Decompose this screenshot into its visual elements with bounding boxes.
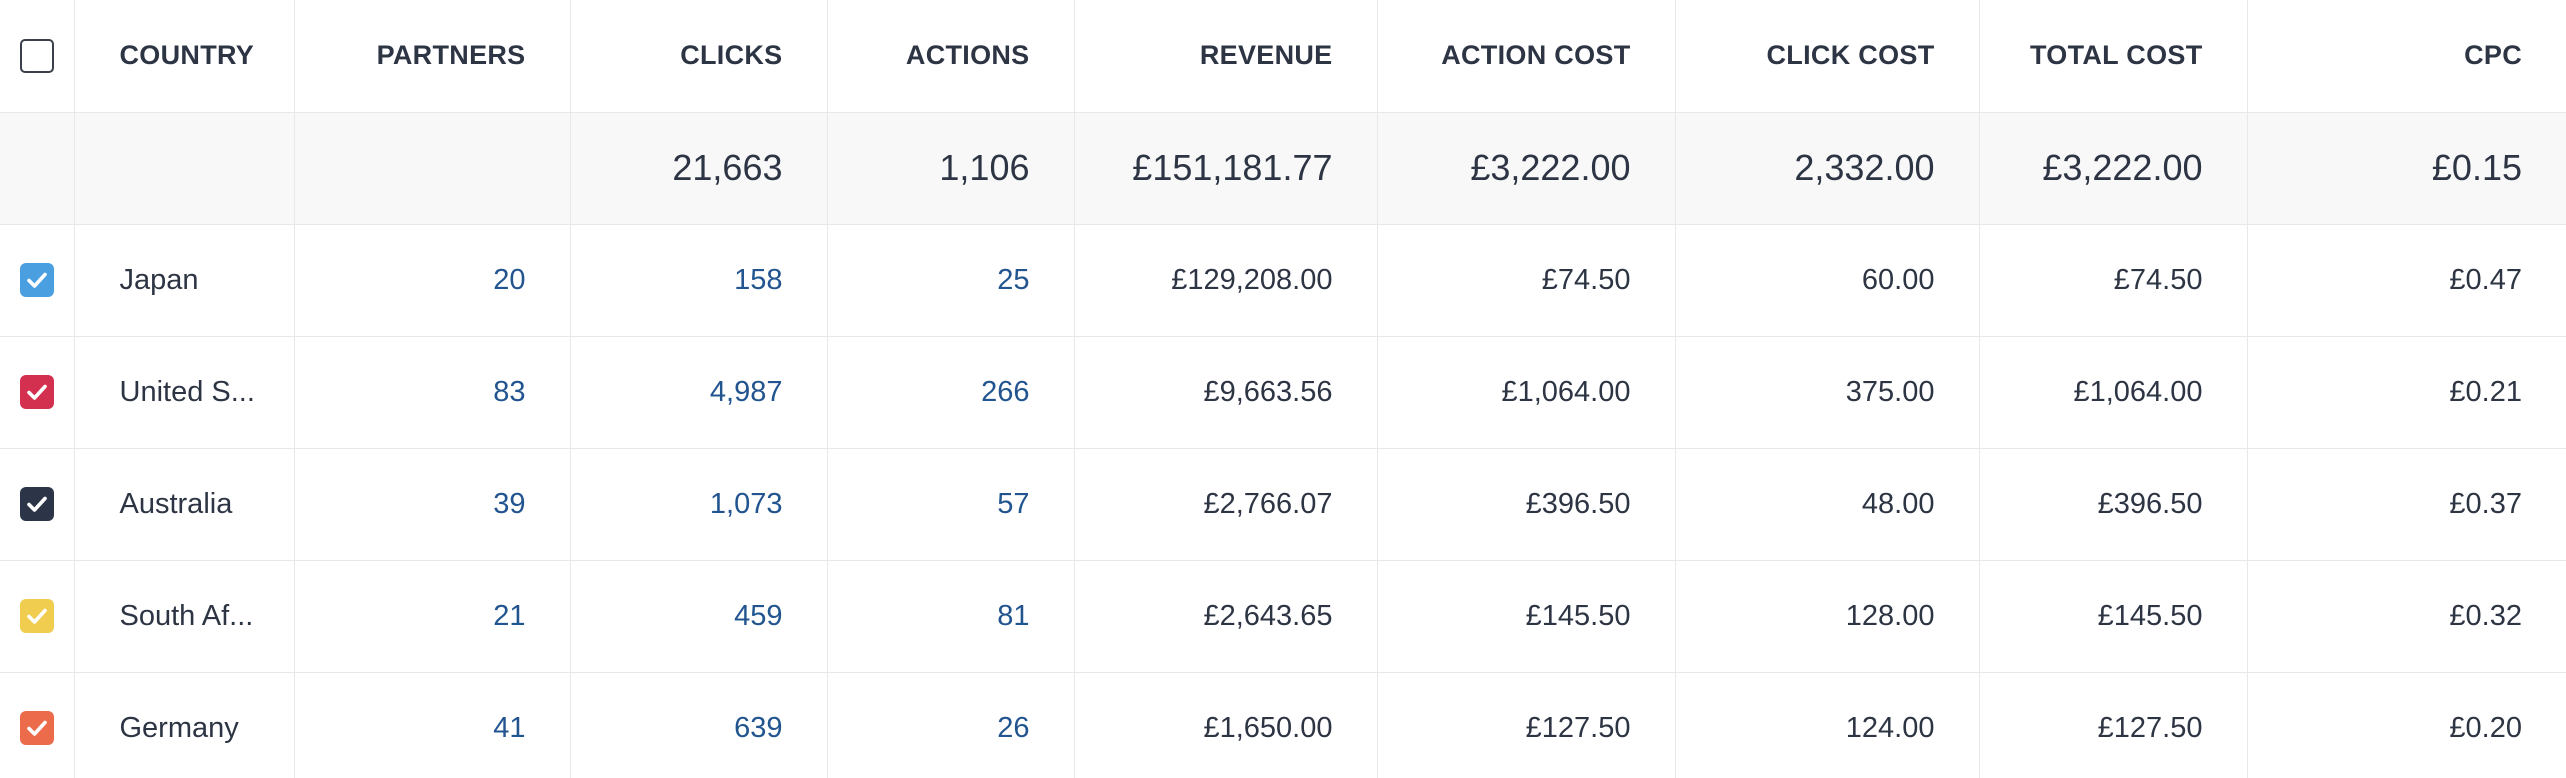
totals-total-cost: £3,222.00 xyxy=(1979,112,2248,225)
click-cost-cell: 60.00 xyxy=(1675,224,1980,337)
action-cost-cell: £145.50 xyxy=(1377,560,1676,673)
select-all-cell xyxy=(0,0,75,113)
row-check-cell xyxy=(0,672,75,778)
row-checkbox[interactable] xyxy=(19,487,54,522)
actions-link[interactable]: 25 xyxy=(827,224,1075,337)
column-header-country[interactable]: COUNTRY xyxy=(74,0,295,113)
checkmark-icon xyxy=(26,272,47,288)
checkmark-icon xyxy=(26,608,47,624)
column-header-action-cost[interactable]: ACTION COST xyxy=(1377,0,1676,113)
row-checkbox[interactable] xyxy=(19,263,54,298)
table-row[interactable]: Japan 20 158 25 £129,208.00 £74.50 60.00 £74.50… xyxy=(0,224,2566,337)
column-header-revenue[interactable]: REVENUE xyxy=(1074,0,1378,113)
country-cell: South Af... xyxy=(74,560,295,673)
totals-country-cell xyxy=(74,112,295,225)
table-row[interactable]: United S... 83 4,987 266 £9,663.56 £1,064.00 3… xyxy=(0,336,2566,449)
click-cost-cell: 375.00 xyxy=(1675,336,1980,449)
cpc-cell: £0.37 xyxy=(2247,448,2566,561)
cpc-cell: £0.32 xyxy=(2247,560,2566,673)
revenue-cell: £2,766.07 xyxy=(1074,448,1378,561)
revenue-cell: £1,650.00 xyxy=(1074,672,1378,778)
actions-link[interactable]: 266 xyxy=(827,336,1075,449)
select-all-checkbox[interactable] xyxy=(19,38,54,73)
partners-link[interactable]: 21 xyxy=(294,560,571,673)
table-row[interactable]: Germany 41 639 26 £1,650.00 £127.50 124.00 £127… xyxy=(0,672,2566,778)
row-checkbox[interactable] xyxy=(19,375,54,410)
totals-partners xyxy=(294,112,571,225)
checkmark-icon xyxy=(26,384,47,400)
country-cell: United S... xyxy=(74,336,295,449)
action-cost-cell: £127.50 xyxy=(1377,672,1676,778)
cpc-cell: £0.21 xyxy=(2247,336,2566,449)
table-row[interactable]: South Af... 21 459 81 £2,643.65 £145.50 128.00… xyxy=(0,560,2566,673)
actions-link[interactable]: 81 xyxy=(827,560,1075,673)
cpc-cell: £0.20 xyxy=(2247,672,2566,778)
click-cost-cell: 48.00 xyxy=(1675,448,1980,561)
row-check-cell xyxy=(0,448,75,561)
action-cost-cell: £1,064.00 xyxy=(1377,336,1676,449)
clicks-link[interactable]: 158 xyxy=(570,224,828,337)
revenue-cell: £2,643.65 xyxy=(1074,560,1378,673)
totals-row: 21,663 1,106 £151,181.77 £3,222.00 2,332… xyxy=(0,112,2566,225)
click-cost-cell: 124.00 xyxy=(1675,672,1980,778)
total-cost-cell: £127.50 xyxy=(1979,672,2248,778)
totals-revenue: £151,181.77 xyxy=(1074,112,1378,225)
column-header-partners[interactable]: PARTNERS xyxy=(294,0,571,113)
row-checkbox[interactable] xyxy=(19,711,54,746)
total-cost-cell: £1,064.00 xyxy=(1979,336,2248,449)
table-header: COUNTRY PARTNERS CLICKS ACTIONS REVENUE … xyxy=(0,0,2566,113)
row-checkbox[interactable] xyxy=(19,599,54,634)
checkmark-icon xyxy=(26,720,47,736)
partners-link[interactable]: 20 xyxy=(294,224,571,337)
cpc-cell: £0.47 xyxy=(2247,224,2566,337)
totals-click-cost: 2,332.00 xyxy=(1675,112,1980,225)
click-cost-cell: 128.00 xyxy=(1675,560,1980,673)
country-cell: Japan xyxy=(74,224,295,337)
table-body: 21,663 1,106 £151,181.77 £3,222.00 2,332… xyxy=(0,112,2566,778)
column-header-total-cost[interactable]: TOTAL COST xyxy=(1979,0,2248,113)
partners-link[interactable]: 41 xyxy=(294,672,571,778)
checkmark-icon xyxy=(26,496,47,512)
total-cost-cell: £74.50 xyxy=(1979,224,2248,337)
clicks-link[interactable]: 1,073 xyxy=(570,448,828,561)
revenue-cell: £9,663.56 xyxy=(1074,336,1378,449)
row-check-cell xyxy=(0,336,75,449)
column-header-click-cost[interactable]: CLICK COST xyxy=(1675,0,1980,113)
revenue-cell: £129,208.00 xyxy=(1074,224,1378,337)
totals-cpc: £0.15 xyxy=(2247,112,2566,225)
column-header-cpc[interactable]: CPC xyxy=(2247,0,2566,113)
actions-link[interactable]: 57 xyxy=(827,448,1075,561)
table-row[interactable]: Australia 39 1,073 57 £2,766.07 £396.50 48.00 £… xyxy=(0,448,2566,561)
partners-link[interactable]: 83 xyxy=(294,336,571,449)
action-cost-cell: £74.50 xyxy=(1377,224,1676,337)
totals-check-cell xyxy=(0,112,75,225)
actions-link[interactable]: 26 xyxy=(827,672,1075,778)
column-header-clicks[interactable]: CLICKS xyxy=(570,0,828,113)
country-cell: Germany xyxy=(74,672,295,778)
total-cost-cell: £145.50 xyxy=(1979,560,2248,673)
action-cost-cell: £396.50 xyxy=(1377,448,1676,561)
totals-actions: 1,106 xyxy=(827,112,1075,225)
totals-action-cost: £3,222.00 xyxy=(1377,112,1676,225)
clicks-link[interactable]: 4,987 xyxy=(570,336,828,449)
clicks-link[interactable]: 639 xyxy=(570,672,828,778)
row-check-cell xyxy=(0,560,75,673)
total-cost-cell: £396.50 xyxy=(1979,448,2248,561)
totals-clicks: 21,663 xyxy=(570,112,828,225)
partners-link[interactable]: 39 xyxy=(294,448,571,561)
clicks-link[interactable]: 459 xyxy=(570,560,828,673)
column-header-actions[interactable]: ACTIONS xyxy=(827,0,1075,113)
row-check-cell xyxy=(0,224,75,337)
country-cell: Australia xyxy=(74,448,295,561)
